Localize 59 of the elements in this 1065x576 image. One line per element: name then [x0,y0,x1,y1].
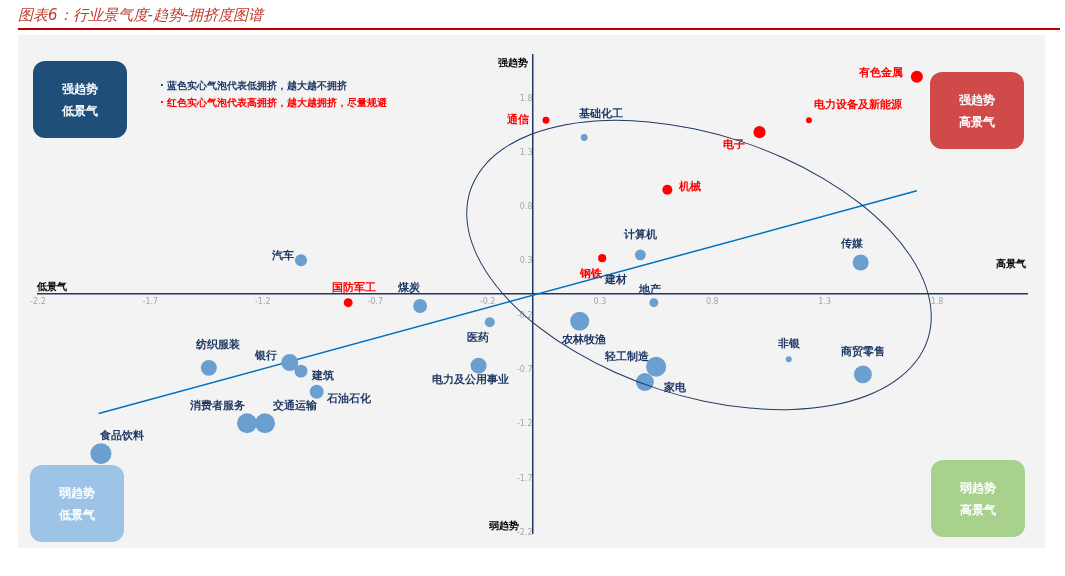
annotation: 交通运输 [272,399,319,413]
annotation: 强趋势 [498,56,528,70]
annotation: 建材 [603,273,627,287]
annotation: 农林牧渔 [560,333,606,347]
annotation: 煤炭 [397,280,422,294]
annotation: 低景气 [37,280,67,294]
annotation: · 蓝色实心气泡代表低拥挤，越大越不拥挤 [160,79,348,93]
annotation: 通信 [505,113,529,127]
annotation: 钢铁 [579,267,604,281]
rounded-box: 强趋势低景气 [33,61,127,138]
annotation: 高景气 [996,257,1026,271]
y-tick-label: -2.2 [516,528,533,538]
annotation: 弱趋势 [489,519,519,531]
y-tick-label: 0.3 [519,256,533,266]
annotation: 商贸零售 [839,345,885,359]
annotation: 电子 [722,137,745,151]
annotation: 计算机 [622,227,657,241]
annotation: 强趋势低景气 [60,80,99,120]
annotation: 电力及公用事业 [432,372,510,386]
annotation: 医药 [466,331,489,345]
annotation: 建筑 [310,368,334,382]
annotation: 石油石化 [325,391,372,405]
annotation: 基础化工 [578,107,624,121]
x-tick-label: 0.3 [593,296,607,306]
y-tick-label: 1.3 [519,147,533,157]
annotation: 机械 [678,179,702,193]
chart-title: 图表6：行业景气度-趋势-拥挤度图谱 [18,4,1060,30]
annotation: 轻工制造 [604,349,651,363]
annotation: 银行 [253,349,277,363]
annotation: 传媒 [839,237,864,251]
rounded-box: 强趋势高景气 [930,72,1024,149]
annotation: 食品饮料 [98,428,144,442]
annotation: 弱趋势低景气 [57,484,96,524]
annotation: 汽车 [270,249,294,263]
y-tick-label: -0.7 [516,365,533,375]
rounded-box: 弱趋势高景气 [931,460,1025,537]
x-tick-label: -1.7 [142,296,159,306]
y-tick-label: 0.8 [519,202,533,212]
x-tick-label: 1.3 [818,296,832,306]
annotation: 弱趋势高景气 [959,479,997,519]
annotation: 非银 [776,337,801,351]
y-tick-label: -1.7 [516,473,533,483]
x-tick-label: -2.2 [30,296,46,306]
annotation: 消费者服务 [188,399,245,413]
annotation: · 红色实心气泡代表高拥挤，越大越拥挤，尽量规避 [160,96,388,110]
x-tick-label: -0.2 [479,296,496,306]
x-tick-label: 1.8 [930,296,944,306]
annotation: 家电 [662,380,687,394]
annotation: 有色金属 [857,65,903,79]
annotation: 纺织服装 [194,337,240,351]
y-tick-label: -1.2 [516,419,533,429]
annotation: 国防军工 [332,280,377,294]
x-tick-label: 0.8 [705,296,719,306]
x-tick-label: -1.2 [254,296,271,306]
y-tick-label: 1.8 [519,93,533,103]
annotation: 强趋势高景气 [958,91,996,131]
annotation: 电力设备及新能源 [813,98,903,112]
rounded-box: 弱趋势低景气 [30,465,124,542]
x-tick-label: -0.7 [367,296,383,306]
